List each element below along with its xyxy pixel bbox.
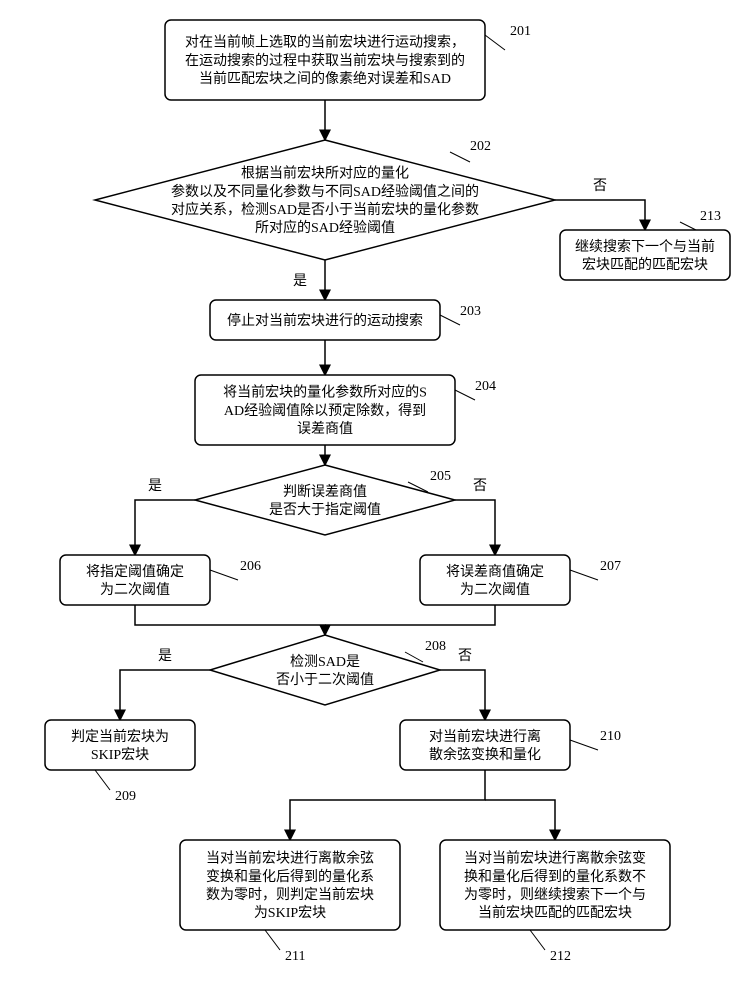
flow-edge: [135, 605, 325, 635]
step-number: 202: [470, 139, 491, 154]
step-number: 204: [475, 379, 496, 394]
flow-edge: [210, 570, 238, 580]
flow-node-n205: 判断误差商值是否大于指定阈值: [195, 465, 455, 535]
flow-edge: [450, 152, 470, 162]
flow-edge: [265, 930, 280, 950]
flow-edge: [440, 670, 485, 720]
flow-edge: [120, 670, 210, 720]
flow-node-n210: 对当前宏块进行离散余弦变换和量化: [400, 720, 570, 770]
node-text: 停止对当前宏块进行的运动搜索: [227, 312, 423, 329]
node-text: 对在当前帧上选取的当前宏块进行运动搜索，在运动搜索的过程中获取当前宏块与搜索到的…: [185, 34, 465, 87]
step-number: 210: [600, 729, 621, 744]
flow-node-n207: 将误差商值确定为二次阈值: [420, 555, 570, 605]
flow-node-n202: 根据当前宏块所对应的量化参数以及不同量化参数与不同SAD经验阈值之间的对应关系，…: [95, 140, 555, 260]
flow-edge: [530, 930, 545, 950]
step-number: 213: [700, 209, 721, 224]
flow-edge: [570, 740, 598, 750]
flow-node-n201: 对在当前帧上选取的当前宏块进行运动搜索，在运动搜索的过程中获取当前宏块与搜索到的…: [165, 20, 485, 100]
flow-edge: [555, 200, 645, 230]
edge-label: 否: [473, 479, 487, 494]
flow-edge: [485, 35, 505, 50]
flow-edge: [290, 770, 485, 840]
step-number: 212: [550, 949, 571, 964]
step-number: 207: [600, 559, 621, 574]
step-number: 211: [285, 949, 305, 964]
flow-edge: [485, 800, 555, 840]
edge-label: 否: [593, 179, 607, 194]
flow-edge: [95, 770, 110, 790]
flow-edge: [570, 570, 598, 580]
edge-label: 是: [148, 479, 162, 494]
flow-node-n204: 将当前宏块的量化参数所对应的SAD经验阈值除以预定除数，得到误差商值: [195, 375, 455, 445]
flow-edge: [440, 315, 460, 325]
step-number: 203: [460, 304, 481, 319]
flow-edge: [135, 500, 195, 555]
step-number: 208: [425, 639, 446, 654]
edge-label: 是: [293, 274, 307, 289]
step-number: 209: [115, 789, 136, 804]
step-number: 205: [430, 469, 451, 484]
flow-node-n212: 当对当前宏块进行离散余弦变换和量化后得到的量化系数不为零时，则继续搜索下一个与当…: [440, 840, 670, 930]
step-number: 206: [240, 559, 261, 574]
flow-edge: [455, 500, 495, 555]
flow-node-n213: 继续搜索下一个与当前宏块匹配的匹配宏块: [560, 230, 730, 280]
flow-edge: [325, 605, 495, 625]
edge-label: 否: [458, 649, 472, 664]
step-number: 201: [510, 24, 531, 39]
flow-node-n209: 判定当前宏块为SKIP宏块: [45, 720, 195, 770]
flow-node-n208: 检测SAD是否小于二次阈值: [210, 635, 440, 705]
edge-label: 是: [158, 649, 172, 664]
flow-node-n203: 停止对当前宏块进行的运动搜索: [210, 300, 440, 340]
flow-node-n206: 将指定阈值确定为二次阈值: [60, 555, 210, 605]
flow-node-n211: 当对当前宏块进行离散余弦变换和量化后得到的量化系数为零时，则判定当前宏块为SKI…: [180, 840, 400, 930]
flow-edge: [455, 390, 475, 400]
